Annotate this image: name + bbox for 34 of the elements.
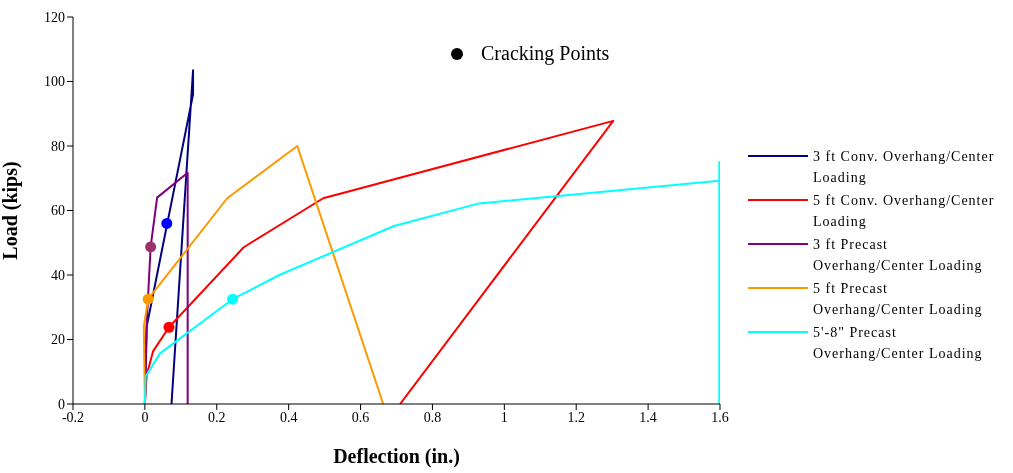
- x-tick-label: 0.2: [208, 409, 226, 425]
- line-series: [143, 171, 189, 404]
- x-tick-label: 1.4: [639, 409, 657, 425]
- text: Cracking Points: [481, 42, 610, 65]
- x-tick-label: 0.4: [279, 409, 298, 425]
- legend-label: 3 ft Conv. Overhang/Center Loading: [813, 148, 996, 187]
- x-tick-label: 0.6: [351, 409, 370, 425]
- y-tick-label: 40: [51, 267, 65, 283]
- point: [142, 293, 154, 305]
- point: [227, 293, 239, 305]
- y-tick-label: 100: [44, 74, 65, 90]
- x-tick-label: 0.8: [423, 409, 442, 425]
- point: [161, 217, 173, 229]
- legend-label: 5 ft Conv. Overhang/Center Loading: [813, 192, 996, 231]
- legend-label: 5'-8" Precast Overhang/Center Loading: [813, 324, 984, 363]
- x-tick-label: 1: [500, 409, 508, 425]
- line-series: [142, 145, 385, 404]
- y-tick-label: 20: [51, 332, 65, 348]
- x-tick-label: -0.2: [61, 409, 85, 425]
- x-tick-label: 1.2: [567, 409, 585, 425]
- legend-label: 3 ft Precast Overhang/Center Loading: [813, 236, 984, 275]
- point: [163, 321, 175, 333]
- point: [145, 241, 157, 253]
- line-series: [143, 119, 615, 404]
- y-tick-label: 60: [51, 203, 65, 219]
- y-tick-label: 120: [44, 9, 65, 25]
- y-axis-title: Load (kips): [0, 161, 23, 260]
- x-tick-label: 0: [141, 409, 149, 425]
- y-tick-label: 0: [58, 396, 65, 412]
- x-tick-label: 1.6: [711, 409, 729, 425]
- y-tick-label: 80: [51, 138, 65, 154]
- x-axis-title: Deflection (in.): [333, 445, 460, 468]
- line-series: [143, 161, 720, 404]
- legend-label: 5 ft Precast Overhang/Center Loading: [813, 280, 984, 319]
